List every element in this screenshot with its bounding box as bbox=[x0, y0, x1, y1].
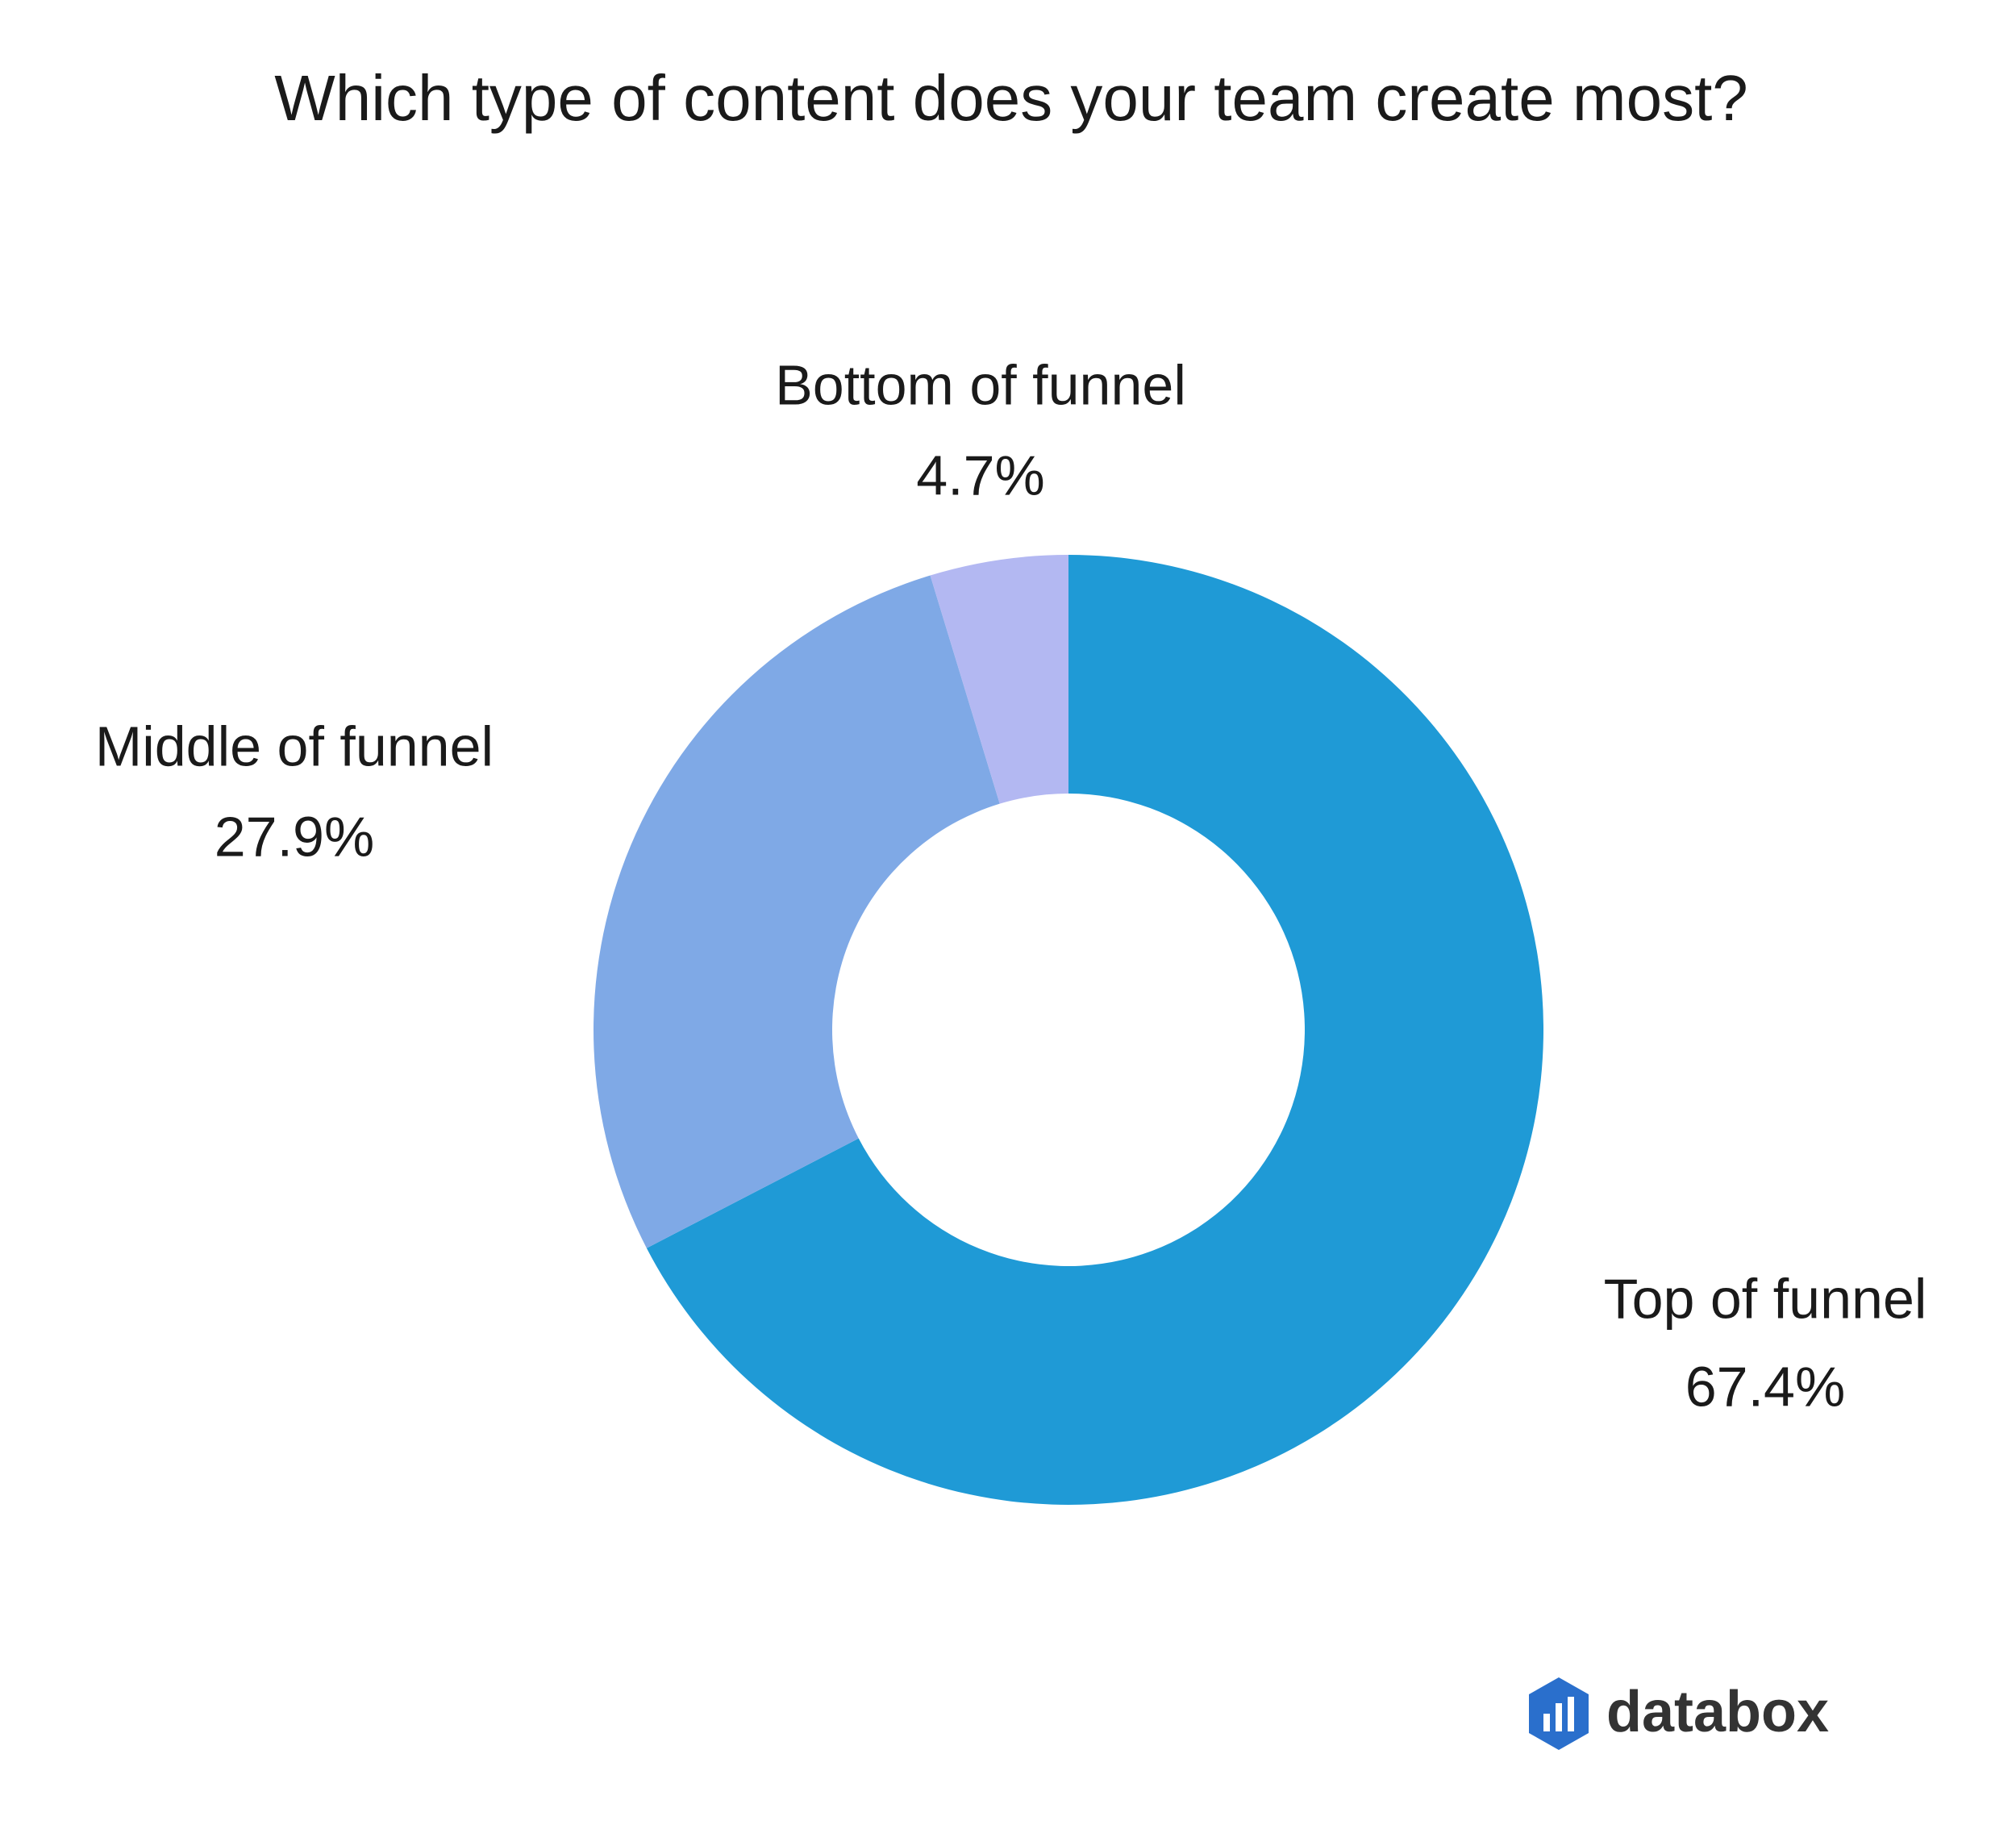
category-label: Top of funnel bbox=[1604, 1267, 1927, 1330]
category-label: Bottom of funnel bbox=[775, 353, 1186, 416]
logo-bar bbox=[1568, 1697, 1574, 1731]
logo-bar bbox=[1556, 1703, 1562, 1731]
brand-name: databox bbox=[1606, 1680, 1829, 1744]
category-label: Middle of funnel bbox=[95, 715, 494, 777]
value-label: 27.9% bbox=[215, 805, 374, 868]
value-label: 4.7% bbox=[916, 444, 1045, 506]
brand-logo: databox bbox=[1529, 1677, 1829, 1750]
donut-slice bbox=[646, 555, 1544, 1506]
logo-bar bbox=[1543, 1714, 1550, 1731]
value-label: 67.4% bbox=[1685, 1355, 1845, 1418]
chart-title: Which type of content does your team cre… bbox=[274, 62, 1748, 134]
donut-slice bbox=[594, 575, 1000, 1248]
donut-slice bbox=[930, 555, 1068, 804]
